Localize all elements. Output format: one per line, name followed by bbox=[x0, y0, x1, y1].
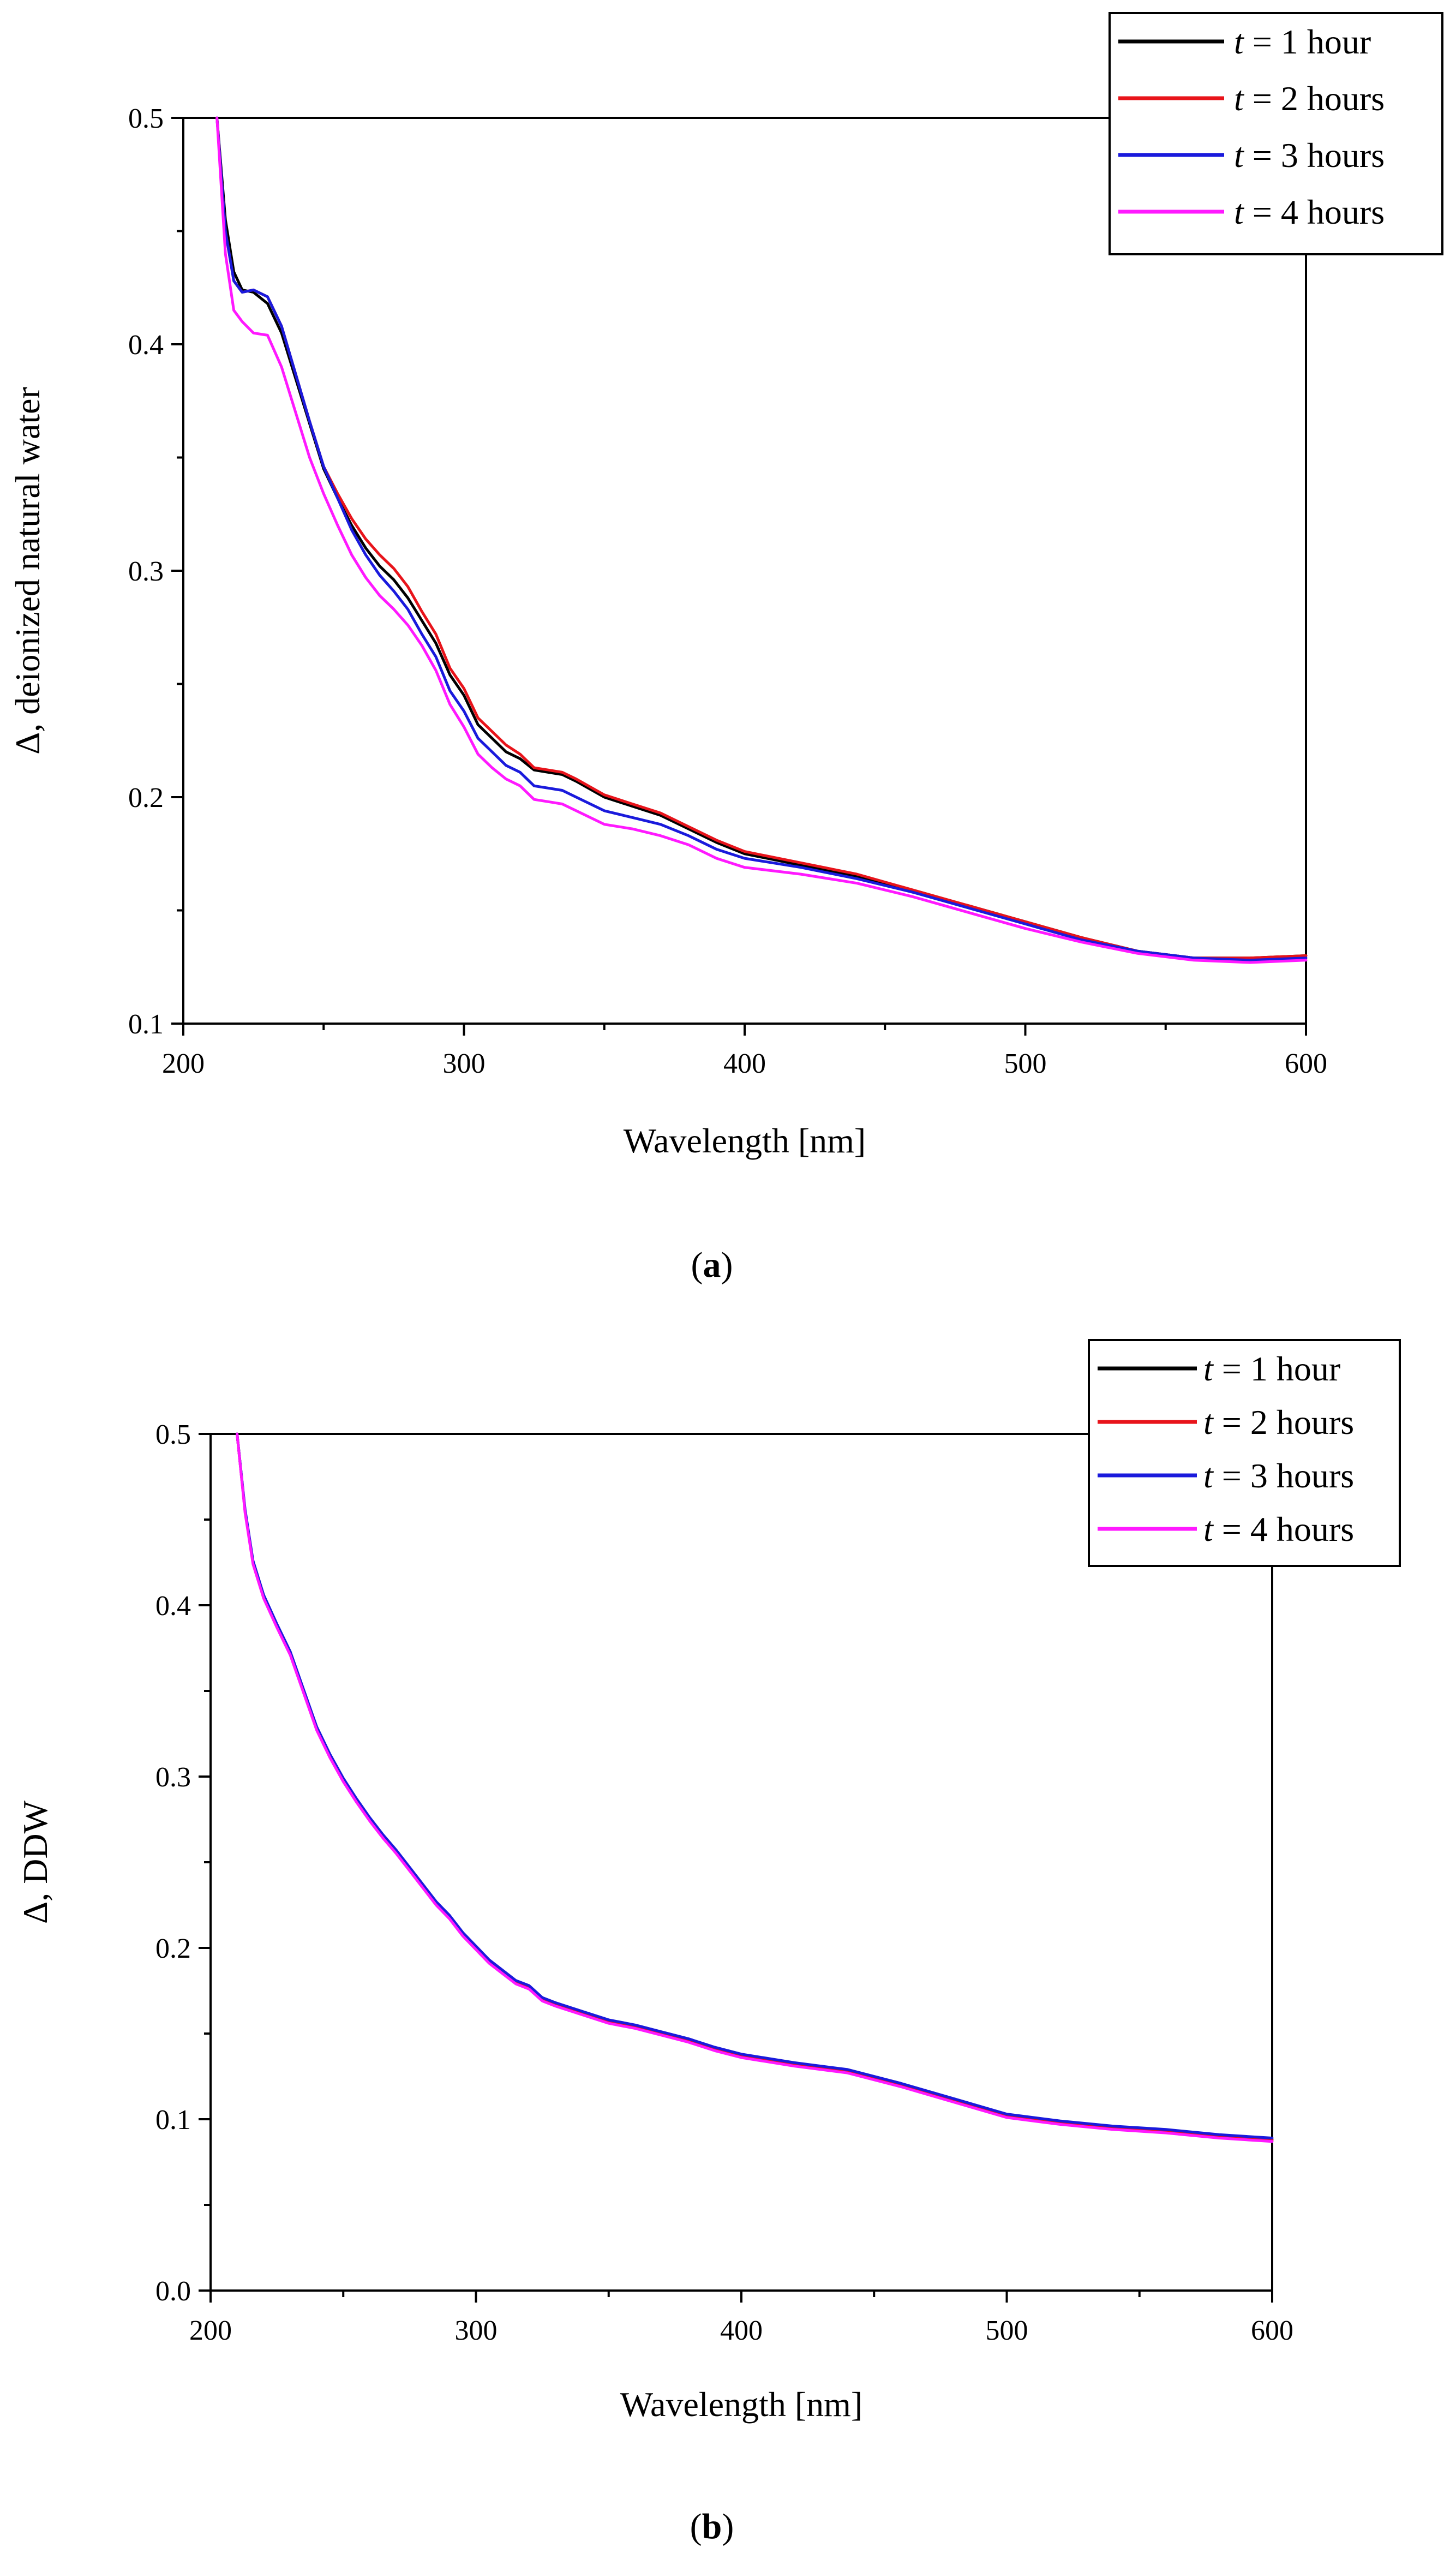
x-tick-label: 300 bbox=[455, 2315, 498, 2346]
legend-text: = 2 hours bbox=[1213, 1403, 1354, 1442]
y-axis-label-b: Δ, DDW bbox=[16, 1800, 55, 1924]
legend-label-2: t = 2 hours bbox=[1234, 79, 1385, 118]
series-line-a-3 bbox=[215, 116, 1308, 962]
legend-text: = 2 hours bbox=[1244, 79, 1385, 118]
panel-label-b: (b) bbox=[690, 2507, 734, 2546]
legend-var: t bbox=[1234, 79, 1245, 118]
y-tick-label: 0.4 bbox=[155, 1591, 191, 1622]
legend-var: t bbox=[1203, 1456, 1214, 1495]
y-tick-label: 0.3 bbox=[155, 1762, 191, 1793]
y-tick-label: 0.5 bbox=[155, 1419, 191, 1450]
series-line-a-4 bbox=[215, 116, 1308, 964]
legend-var: t bbox=[1234, 22, 1245, 61]
y-axis-label-a: Δ, deionized natural water bbox=[8, 387, 47, 755]
x-tick-label: 400 bbox=[723, 1048, 766, 1079]
x-axis-ticks-a: 200 300 400 500 600 bbox=[162, 1024, 1327, 1079]
legend-label-3: t = 3 hours bbox=[1234, 136, 1385, 175]
y-tick-label: 0.2 bbox=[155, 1933, 191, 1964]
legend-label-3: t = 3 hours bbox=[1203, 1456, 1354, 1495]
series-group-a bbox=[215, 116, 1308, 964]
legend-var: t bbox=[1203, 1349, 1214, 1388]
y-tick-label: 0.0 bbox=[155, 2276, 191, 2307]
series-line-b-4 bbox=[236, 1432, 1274, 2143]
x-tick-label: 200 bbox=[162, 1048, 205, 1079]
y-tick-label: 0.5 bbox=[128, 103, 164, 134]
chart-panel-b: 200 300 400 500 600 0.0 0.1 0.2 0.3 0.4 0.5 Wavel… bbox=[16, 1339, 1401, 2546]
x-tick-label: 600 bbox=[1285, 1048, 1327, 1079]
x-tick-label: 500 bbox=[1004, 1048, 1047, 1079]
x-tick-label: 500 bbox=[986, 2315, 1028, 2346]
legend-text: = 1 hour bbox=[1244, 22, 1371, 61]
x-axis-ticks-b: 200 300 400 500 600 bbox=[189, 2291, 1293, 2346]
legend-var: t bbox=[1234, 136, 1245, 175]
legend-label-1: t = 1 hour bbox=[1234, 22, 1371, 61]
x-tick-label: 600 bbox=[1251, 2315, 1293, 2346]
y-tick-label: 0.4 bbox=[128, 330, 164, 361]
legend-var: t bbox=[1203, 1510, 1214, 1548]
legend-label-2: t = 2 hours bbox=[1203, 1403, 1354, 1442]
x-tick-label: 200 bbox=[189, 2315, 232, 2346]
panel-label-a: (a) bbox=[691, 1245, 733, 1285]
legend-text: = 3 hours bbox=[1244, 136, 1385, 175]
legend-var: t bbox=[1234, 193, 1245, 231]
x-axis-label-b: Wavelength [nm] bbox=[620, 2385, 862, 2424]
legend-label-4: t = 4 hours bbox=[1203, 1510, 1354, 1548]
y-tick-label: 0.1 bbox=[155, 2104, 191, 2136]
legend-text: = 4 hours bbox=[1213, 1510, 1354, 1548]
y-axis-ticks-a: 0.1 0.2 0.3 0.4 0.5 bbox=[128, 103, 183, 1040]
legend-label-4: t = 4 hours bbox=[1234, 193, 1385, 231]
legend-text: = 1 hour bbox=[1213, 1349, 1340, 1388]
chart-panel-a: 200 300 400 500 600 0.1 0.2 0.3 0.4 0.5 Waveleng… bbox=[8, 12, 1443, 1285]
x-axis-label-a: Wavelength [nm] bbox=[624, 1121, 866, 1160]
series-group-b bbox=[236, 1432, 1274, 2143]
legend-box-a bbox=[1109, 12, 1443, 255]
legend-var: t bbox=[1203, 1403, 1214, 1442]
panel-letter-a: a bbox=[703, 1245, 721, 1285]
y-tick-label: 0.1 bbox=[128, 1009, 164, 1040]
panel-letter-b: b bbox=[702, 2507, 722, 2546]
y-axis-ticks-b: 0.0 0.1 0.2 0.3 0.4 0.5 bbox=[155, 1419, 211, 2307]
y-tick-label: 0.3 bbox=[128, 556, 164, 587]
legend-text: = 3 hours bbox=[1213, 1456, 1354, 1495]
legend-label-1: t = 1 hour bbox=[1203, 1349, 1340, 1388]
y-tick-label: 0.2 bbox=[128, 782, 164, 814]
legend-text: = 4 hours bbox=[1244, 193, 1385, 231]
x-tick-label: 400 bbox=[720, 2315, 763, 2346]
x-tick-label: 300 bbox=[443, 1048, 486, 1079]
